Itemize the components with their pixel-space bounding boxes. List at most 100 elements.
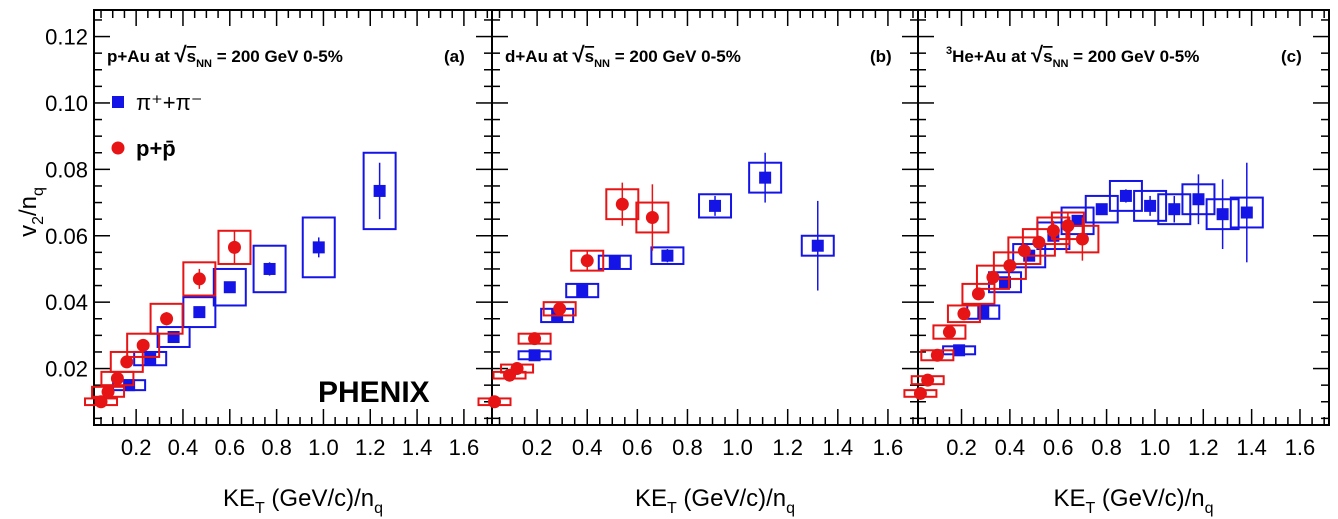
- pion-point: [800, 200, 835, 291]
- circle-marker: [510, 362, 524, 376]
- circle-marker: [192, 272, 206, 286]
- circle-marker: [101, 385, 115, 399]
- square-marker: [1240, 206, 1253, 219]
- pion-point: [182, 296, 217, 329]
- proton-point: [605, 182, 640, 226]
- circle-marker: [1032, 235, 1046, 249]
- proton-point: [1065, 217, 1100, 261]
- proton-point: [84, 395, 119, 409]
- panel-a: 0.2 0.4 0.6 0.8 1.0 1.2 1.4 1.6 0.02 0.04 0.06 0.08…: [45, 9, 493, 517]
- square-marker: [953, 344, 966, 357]
- systematic-box: [946, 304, 981, 324]
- x-axis-title: KET (GeV/c)/nq: [1053, 485, 1213, 517]
- x-tick-label: 0.4: [168, 435, 199, 460]
- square-marker: [312, 241, 325, 254]
- x-tick-label: 0.6: [1043, 435, 1074, 460]
- proton-point: [149, 302, 184, 335]
- circle-marker: [913, 386, 927, 400]
- x-tick-label: 0.2: [522, 435, 553, 460]
- pion-point: [133, 350, 168, 367]
- legend-proton-label: p+p̄: [136, 136, 176, 161]
- x-tick-label: 1.6: [873, 435, 904, 460]
- pion-point: [650, 246, 685, 265]
- systematic-box: [133, 350, 168, 367]
- square-marker: [1192, 193, 1205, 206]
- pion-point: [212, 267, 247, 307]
- systematic-box: [1108, 179, 1143, 212]
- square-marker: [144, 352, 157, 365]
- pion-point: [748, 152, 783, 203]
- systematic-box: [1060, 206, 1095, 236]
- pion-point: [565, 282, 600, 299]
- pion-point: [156, 326, 191, 348]
- circle-marker: [227, 240, 241, 254]
- systematic-box: [1157, 193, 1192, 226]
- pion-point: [1133, 189, 1168, 222]
- x-tick-label: 1.2: [1188, 435, 1219, 460]
- proton-point: [477, 395, 512, 409]
- panel-title: d+Au at √sNN = 200 GeV 0-5%: [505, 42, 741, 70]
- circle-marker: [1003, 259, 1017, 273]
- circle-marker: [615, 197, 629, 211]
- proton-point: [903, 386, 938, 400]
- pion-point: [698, 193, 733, 219]
- x-tick-label: 0.8: [672, 435, 703, 460]
- pion-point: [1157, 193, 1192, 226]
- panel-title: 3He+Au at √sNN = 200 GeV 0-5%: [946, 42, 1199, 70]
- x-tick-label: 0.4: [995, 435, 1026, 460]
- y-axis-title: v2/nq: [15, 187, 47, 237]
- pion-point: [252, 244, 287, 294]
- x-tick-label: 1.4: [402, 435, 433, 460]
- x-tick-label: 1.0: [1140, 435, 1171, 460]
- panel-c: 0.2 0.4 0.6 0.8 1.0 1.2 1.4 1.6 KET (GeV/c)/nq 3H…: [903, 9, 1330, 517]
- panel-frame: [917, 9, 1330, 426]
- proton-point: [500, 362, 535, 376]
- y-tick-label: 0.12: [45, 25, 88, 50]
- circle-marker: [94, 395, 108, 409]
- panel-b: 0.2 0.4 0.6 0.8 1.0 1.2 1.4 1.6 KET (GeV/c)/nq d+…: [477, 9, 919, 517]
- circle-marker: [942, 325, 956, 339]
- circle-marker: [110, 372, 124, 386]
- pion-point: [1108, 179, 1143, 212]
- x-tick-label: 0.8: [1091, 435, 1122, 460]
- circle-marker: [921, 373, 935, 387]
- y-tick-label: 0.10: [45, 91, 88, 116]
- proton-point: [1007, 236, 1042, 265]
- pion-point: [301, 216, 336, 279]
- x-tick-label: 0.2: [121, 435, 152, 460]
- circle-marker: [1017, 244, 1031, 258]
- x-tick-label: 0.4: [572, 435, 603, 460]
- x-tick-label: 1.0: [722, 435, 753, 460]
- systematic-box: [1007, 236, 1042, 265]
- proton-point: [182, 261, 217, 297]
- square-marker: [1095, 203, 1108, 216]
- systematic-box: [650, 246, 685, 265]
- panel-title: p+Au at √sNN = 200 GeV 0-5%: [107, 42, 343, 70]
- proton-point: [992, 251, 1027, 280]
- circle-marker: [136, 338, 150, 352]
- square-marker: [373, 184, 386, 197]
- square-marker: [1119, 189, 1132, 202]
- systematic-box: [1133, 189, 1168, 222]
- pion-point: [1084, 194, 1119, 224]
- circle-marker: [553, 302, 567, 316]
- systematic-box: [212, 267, 247, 307]
- square-marker: [528, 349, 541, 362]
- proton-point: [126, 332, 161, 358]
- pion-point: [1060, 206, 1095, 236]
- pion-point: [1229, 162, 1264, 263]
- pion-point: [966, 304, 1001, 320]
- panel-tag: (c): [1281, 47, 1302, 66]
- phenix-logo: PHENIX: [318, 376, 430, 409]
- pion-point: [362, 151, 397, 231]
- proton-point: [920, 348, 955, 362]
- square-marker: [263, 262, 276, 275]
- legend: π⁺+π⁻ p+p̄: [111, 90, 202, 161]
- systematic-box: [932, 324, 967, 340]
- x-tick-label: 0.6: [622, 435, 653, 460]
- proton-point: [517, 332, 552, 346]
- pion-point: [1205, 179, 1240, 250]
- x-tick-label: 1.4: [823, 435, 854, 460]
- systematic-box: [1021, 228, 1056, 257]
